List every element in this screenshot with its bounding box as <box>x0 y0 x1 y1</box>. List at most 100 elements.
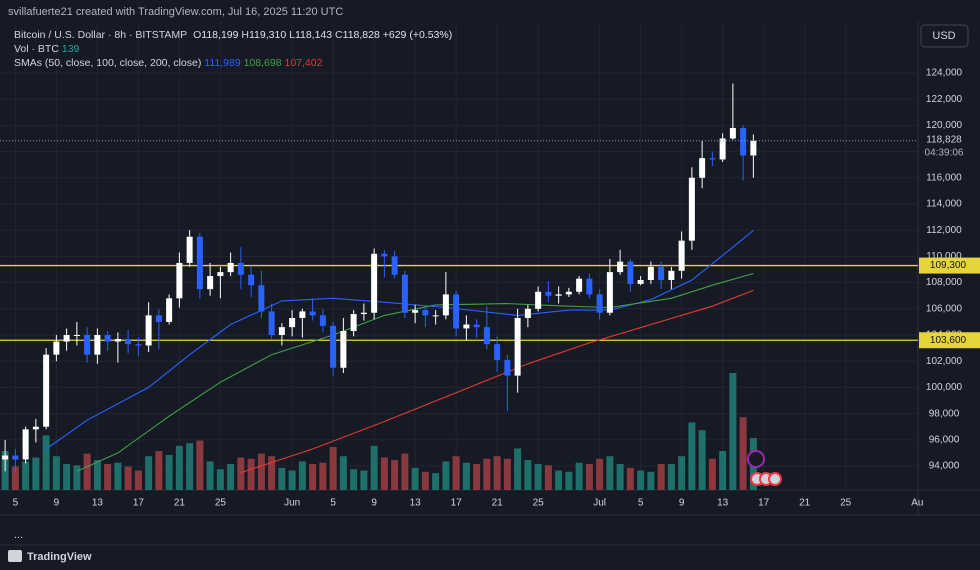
candle-body <box>145 315 152 346</box>
candle-body <box>719 138 726 160</box>
volume-label: Vol · BTC <box>14 43 59 55</box>
volume-bar <box>462 462 470 490</box>
candle-body <box>432 315 439 317</box>
volume-bar <box>565 471 573 490</box>
volume-bar <box>63 464 71 490</box>
volume-bar <box>11 466 19 490</box>
currency-button[interactable] <box>920 24 969 48</box>
ohlc-h-key: H <box>241 29 249 41</box>
candle-body <box>84 335 91 355</box>
y-tick-label: 110,000 <box>926 251 962 262</box>
candle-body <box>330 325 337 368</box>
candle-body <box>125 338 132 345</box>
volume-bar <box>237 457 245 490</box>
candle-body <box>678 240 685 271</box>
candle-body <box>637 279 644 284</box>
ohlc-c-key: C <box>335 29 343 41</box>
x-tick-label: 25 <box>840 498 852 509</box>
candle-body <box>340 331 347 368</box>
volume-bar <box>380 457 388 490</box>
candle-body <box>412 310 419 313</box>
candle-body <box>237 262 244 275</box>
volume-bar <box>503 458 511 490</box>
candle-body <box>483 327 490 345</box>
x-tick-label: 13 <box>92 498 104 509</box>
candle-body <box>176 262 183 299</box>
candle-body <box>463 324 470 329</box>
candle-body <box>401 274 408 313</box>
volume-bar <box>268 456 276 490</box>
volume-bar <box>401 453 409 490</box>
symbol: Bitcoin / U.S. Dollar · 8h · BITSTAMP <box>14 29 187 41</box>
candle-body <box>155 315 162 322</box>
candle-body <box>227 262 234 273</box>
logo: TradingView <box>8 550 92 563</box>
brand: TradingView <box>27 551 92 563</box>
sma-line <box>240 289 754 474</box>
volume <box>1 373 757 490</box>
candle-body <box>360 312 367 315</box>
volume-bar <box>93 460 101 490</box>
x-tick-label: 17 <box>758 498 770 509</box>
candle-body <box>729 127 736 139</box>
volume-bar <box>216 469 224 490</box>
candle-body <box>658 266 665 280</box>
volume-bar <box>442 461 450 490</box>
y-tick-label: 98,000 <box>929 408 960 419</box>
sma-label: SMAs (50, close, 100, close, 200, close) <box>14 57 201 69</box>
x-tick-label: 21 <box>174 498 186 509</box>
volume-bar <box>83 453 91 490</box>
candle-body <box>166 298 173 322</box>
volume-bar <box>298 461 306 490</box>
volume-bar <box>206 461 214 490</box>
event-icon <box>768 472 782 486</box>
candle-body <box>504 359 511 376</box>
candle-body <box>114 338 121 342</box>
level-label: 103,600 <box>930 335 967 346</box>
sma-value: 107,402 <box>284 57 322 69</box>
x-tick-label: 5 <box>638 498 644 509</box>
candle-body <box>473 324 480 328</box>
volume-bar <box>483 458 491 490</box>
volume-bar <box>145 456 153 490</box>
y-tick-label: 114,000 <box>926 199 962 210</box>
candle-body <box>422 310 429 316</box>
volume-bar <box>104 464 112 490</box>
y-tick-label: 112,000 <box>926 225 962 236</box>
x-tick-label: 25 <box>533 498 545 509</box>
candle-body <box>565 291 572 295</box>
candle-body <box>2 455 9 460</box>
sma-line <box>45 229 754 450</box>
x-tick-label: Jul <box>593 498 606 509</box>
candle-body <box>740 127 747 156</box>
volume-bar <box>319 462 327 490</box>
y-tick-label: 96,000 <box>929 434 960 445</box>
candle-body <box>555 294 562 296</box>
volume-bar <box>626 467 634 490</box>
volume-bar <box>42 435 50 490</box>
volume-bar <box>370 445 378 490</box>
volume-bar <box>360 470 368 490</box>
x-tick-label: 13 <box>410 498 422 509</box>
volume-bar <box>155 451 163 490</box>
volume-bar <box>186 443 194 490</box>
menu[interactable]: ... <box>14 529 23 541</box>
y-tick-label: 106,000 <box>926 303 963 314</box>
legend-row: SMAs (50, close, 100, close, 200, close)… <box>14 57 323 69</box>
candle-body <box>709 158 716 160</box>
currency[interactable]: USD <box>932 30 955 42</box>
volume-bar <box>329 447 337 490</box>
candle-body <box>617 261 624 273</box>
candle-body <box>186 236 193 263</box>
x-tick-label: 17 <box>451 498 463 509</box>
volume-bar <box>114 462 122 490</box>
volume-bar <box>719 451 727 490</box>
volume-bar <box>247 458 255 490</box>
volume-bar <box>350 469 358 490</box>
candle-body <box>453 294 460 329</box>
sma-value: 108,698 <box>244 57 282 69</box>
x-tick-label: 21 <box>799 498 811 509</box>
x-tick-label: 17 <box>133 498 145 509</box>
candle-body <box>135 344 142 346</box>
level-tag <box>919 257 980 274</box>
